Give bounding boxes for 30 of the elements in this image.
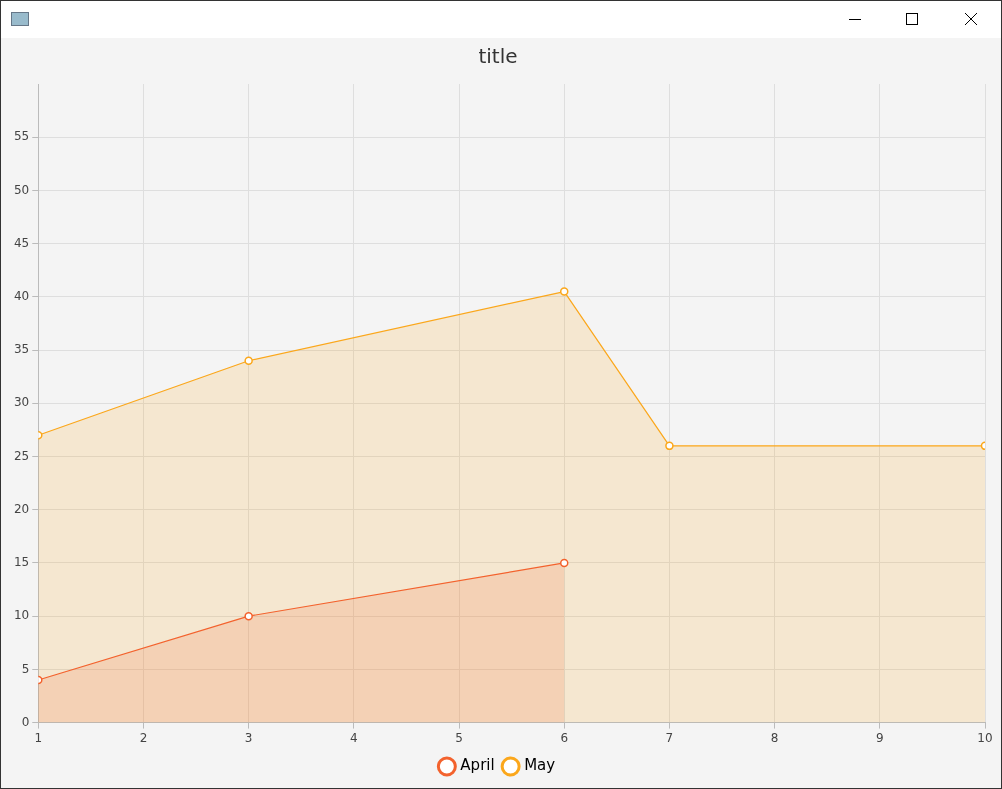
y-tick-label: 0 bbox=[21, 714, 30, 729]
x-tick-label: 6 bbox=[560, 730, 569, 745]
point bbox=[244, 611, 253, 621]
x-tick-label: 8 bbox=[770, 730, 779, 745]
y-tick-label: 50 bbox=[13, 182, 30, 197]
point bbox=[244, 356, 253, 365]
chart-title: title bbox=[478, 44, 518, 69]
legend-label: April bbox=[460, 756, 495, 775]
x-tick-label: 2 bbox=[139, 730, 148, 745]
x-tick-label: 4 bbox=[350, 730, 358, 745]
y-tick-label: 30 bbox=[13, 395, 30, 410]
y-tick-label: 35 bbox=[13, 342, 30, 357]
y-tick-label: 10 bbox=[13, 608, 30, 623]
x-tick-label: 9 bbox=[875, 730, 884, 745]
legend-label: May bbox=[524, 756, 556, 775]
y-tick-label: 25 bbox=[13, 448, 30, 463]
y-tick-label: 55 bbox=[13, 129, 30, 144]
y-tick-label: 15 bbox=[13, 555, 30, 570]
y-tick-label: 40 bbox=[13, 288, 30, 303]
x-tick-label: 1 bbox=[34, 730, 43, 745]
x-tick-label: 5 bbox=[455, 730, 463, 745]
x-tick-label: 7 bbox=[665, 730, 674, 745]
y-tick-label: 20 bbox=[13, 501, 30, 516]
x-tick-label: 3 bbox=[244, 730, 253, 745]
point bbox=[559, 287, 569, 296]
point bbox=[559, 558, 569, 568]
y-tick-label: 5 bbox=[21, 661, 30, 676]
x-tick-label: 10 bbox=[977, 730, 993, 745]
point bbox=[665, 441, 674, 451]
y-tick-label: 45 bbox=[13, 235, 30, 250]
